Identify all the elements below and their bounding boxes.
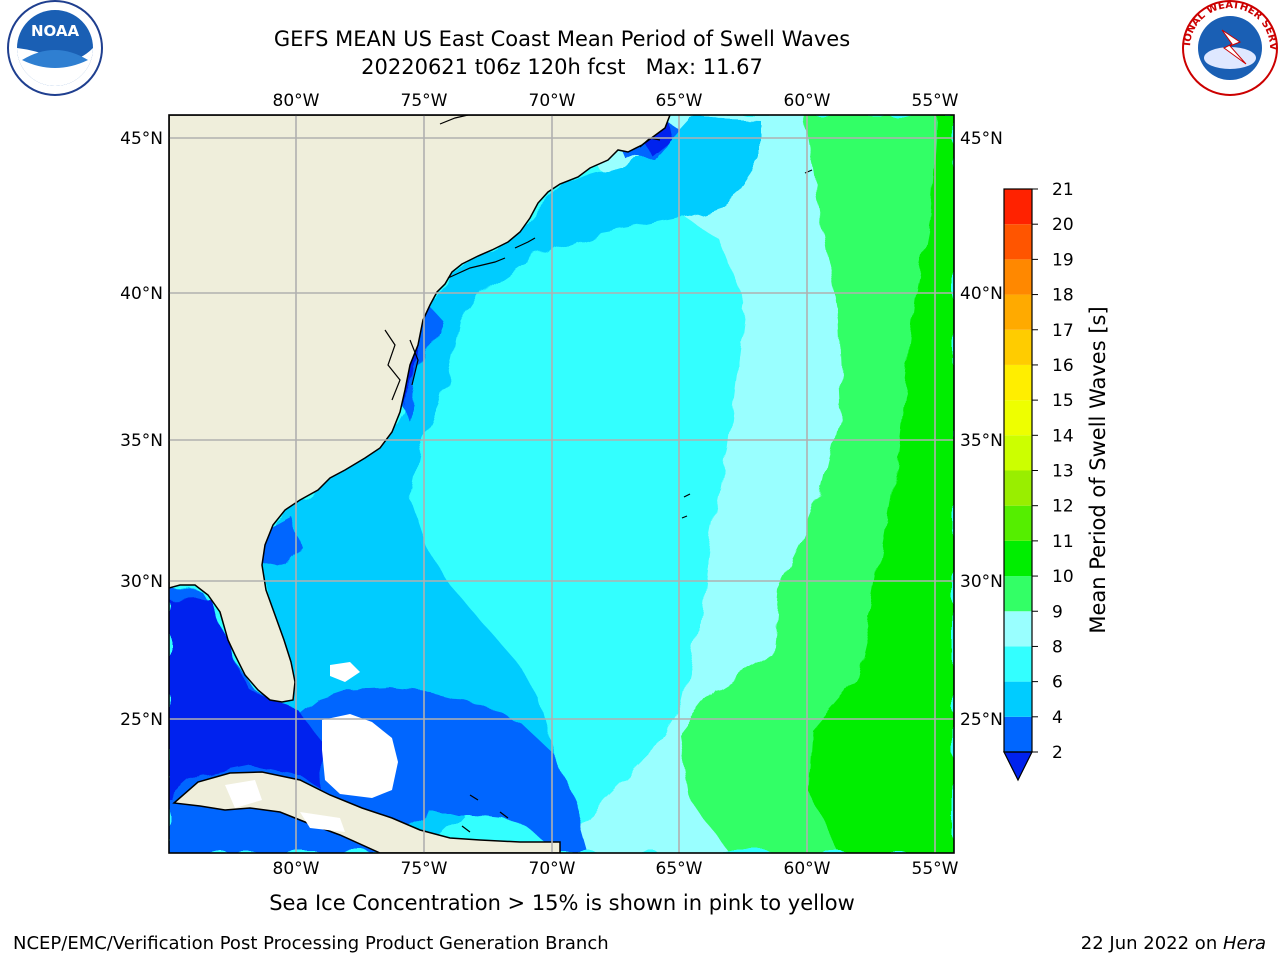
graticule <box>169 115 954 853</box>
colorbar-tick-label: 15 <box>1052 391 1074 411</box>
sea-ice-caption: Sea Ice Concentration > 15% is shown in … <box>269 891 855 915</box>
colorbar-underflow-arrow <box>1003 751 1033 782</box>
lat-labels-right: 45°N 40°N 35°N 30°N 25°N <box>960 129 1003 730</box>
colorbar-swatch <box>1004 505 1032 541</box>
colorbar-swatch <box>1004 470 1032 506</box>
colorbar-tick-label: 13 <box>1052 462 1074 482</box>
colorbar-swatch <box>1004 435 1032 471</box>
colorbar-swatch <box>1004 716 1032 752</box>
lon-labels-bottom: 80°W 75°W 70°W 65°W 60°W 55°W <box>273 859 959 879</box>
colorbar-tick-label: 21 <box>1052 180 1074 200</box>
lat-label: 35°N <box>120 431 163 451</box>
colorbar-tick-label: 8 <box>1052 637 1063 657</box>
colorbar-tick-label: 6 <box>1052 673 1063 693</box>
map-subtitle: 20220621 t06z 120h fcst Max: 11.67 <box>361 55 763 79</box>
colorbar-swatch <box>1004 224 1032 260</box>
lat-label: 30°N <box>120 572 163 592</box>
colorbar-swatch <box>1004 364 1032 401</box>
lon-label: 65°W <box>656 91 703 111</box>
colorbar-swatch <box>1004 611 1032 647</box>
lon-label: 60°W <box>784 859 831 879</box>
colorbar-swatch <box>1004 646 1032 682</box>
nws-logo-text: NATIONAL WEATHER SERVICE <box>0 0 1278 51</box>
colorbar-swatch <box>1004 259 1032 295</box>
colorbar: 2 4 6 8 9 10 11 12 13 14 15 16 17 18 19 20 21 <box>1003 180 1074 782</box>
colorbar-tick-label: 14 <box>1052 426 1074 446</box>
colorbar-tick-label: 9 <box>1052 602 1063 622</box>
swell-period-field <box>169 115 954 853</box>
colorbar-swatch <box>1004 681 1032 717</box>
lon-label: 55°W <box>912 859 959 879</box>
nws-logo-icon: NATIONAL WEATHER SERVICE <box>0 0 1278 96</box>
footer-credit: NCEP/EMC/Verification Post Processing Pr… <box>13 933 609 954</box>
colorbar-swatch <box>1004 329 1032 365</box>
lon-label: 55°W <box>912 91 959 111</box>
colorbar-tick-label: 19 <box>1052 250 1074 270</box>
map-frame <box>168 114 955 854</box>
lon-label: 75°W <box>401 859 448 879</box>
lon-label: 80°W <box>273 91 320 111</box>
lon-label: 65°W <box>656 859 703 879</box>
footer-date-text: 22 Jun 2022 on <box>1080 933 1223 954</box>
lon-label: 60°W <box>784 91 831 111</box>
colorbar-tick-label: 4 <box>1052 708 1063 728</box>
colorbar-swatch <box>1004 294 1032 330</box>
lat-labels-left: 45°N 40°N 35°N 30°N 25°N <box>120 129 163 730</box>
colorbar-swatch <box>1004 400 1032 436</box>
lat-label: 35°N <box>960 431 1003 451</box>
lon-label: 80°W <box>273 859 320 879</box>
colorbar-swatch <box>1004 576 1032 612</box>
colorbar-tick-label: 18 <box>1052 286 1074 306</box>
colorbar-swatch <box>1004 540 1032 577</box>
colorbar-swatch <box>1004 189 1032 225</box>
lat-label: 30°N <box>960 572 1003 592</box>
colorbar-tick-label: 10 <box>1052 567 1074 587</box>
lon-label: 70°W <box>529 91 576 111</box>
lat-label: 40°N <box>960 284 1003 304</box>
lon-label: 70°W <box>529 859 576 879</box>
lon-labels-top: 80°W 75°W 70°W 65°W 60°W 55°W <box>273 91 959 111</box>
colorbar-tick-label: 20 <box>1052 215 1074 235</box>
lat-label: 25°N <box>960 710 1003 730</box>
footer-host: Hera <box>1222 933 1266 954</box>
noaa-logo-icon: NOAA <box>7 0 103 96</box>
noaa-logo-text: NOAA <box>31 22 80 40</box>
lat-label: 25°N <box>120 710 163 730</box>
colorbar-tick-label: 12 <box>1052 497 1074 517</box>
colorbar-title: Mean Period of Swell Waves [s] <box>1086 306 1110 634</box>
lon-label: 75°W <box>401 91 448 111</box>
colorbar-tick-label: 2 <box>1052 743 1063 763</box>
colorbar-tick-label: 16 <box>1052 356 1074 376</box>
map-title: GEFS MEAN US East Coast Mean Period of S… <box>273 27 851 51</box>
colorbar-tick-label: 17 <box>1052 321 1074 341</box>
footer-date: 22 Jun 2022 on Hera <box>1081 933 1266 954</box>
lat-label: 45°N <box>120 129 163 149</box>
lat-label: 45°N <box>960 129 1003 149</box>
lat-label: 40°N <box>120 284 163 304</box>
colorbar-tick-label: 11 <box>1052 532 1074 552</box>
